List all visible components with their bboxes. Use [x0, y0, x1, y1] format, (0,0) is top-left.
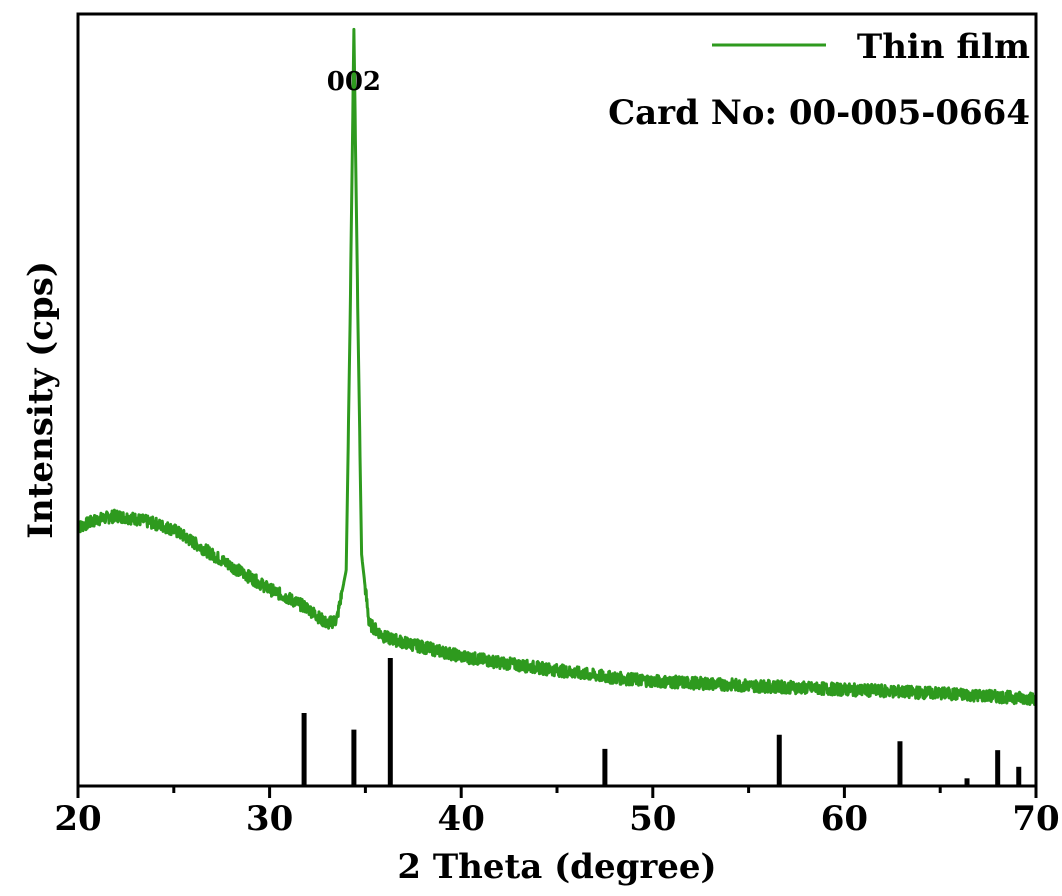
y-axis-title: Intensity (cps)	[21, 261, 61, 539]
x-tick-label: 70	[1012, 799, 1059, 839]
card-number-label: Card No: 00-005-0664	[608, 93, 1030, 133]
x-tick-label: 20	[54, 799, 101, 839]
x-axis-title: 2 Theta (degree)	[397, 847, 716, 887]
legend: Thin film Card No: 00-005-0664	[608, 27, 1030, 133]
series-line-thin-film	[76, 27, 1038, 706]
x-axis-tick-labels: 20 30 40 50 60 70	[54, 799, 1059, 839]
x-tick-label: 30	[246, 799, 293, 839]
legend-entry-thin-film: Thin film	[857, 27, 1030, 67]
x-tick-label: 40	[438, 799, 485, 839]
x-tick-label: 60	[821, 799, 868, 839]
reference-card-bars	[301, 658, 1022, 786]
peak-label-002: 002	[327, 67, 381, 97]
x-tick-label: 50	[629, 799, 676, 839]
x-axis-ticks	[76, 786, 1038, 798]
